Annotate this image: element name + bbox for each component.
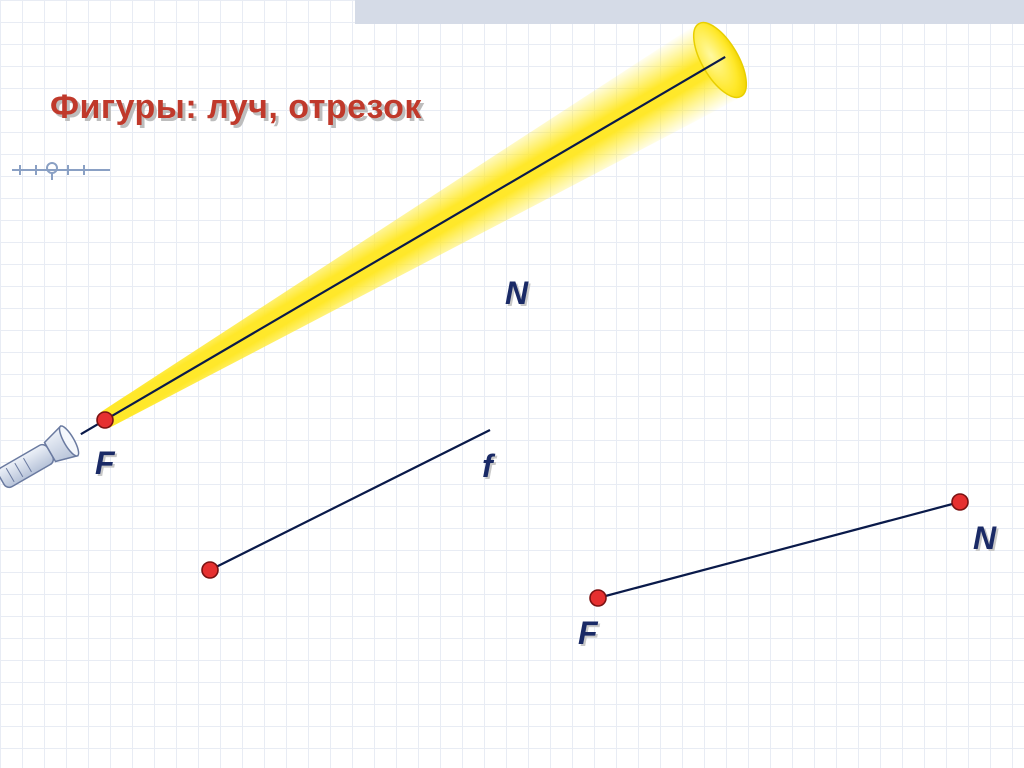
segment-FN [590, 494, 968, 606]
light-beam [59, 14, 757, 471]
axis-decoration [12, 163, 110, 180]
diagram-canvas [0, 0, 1024, 768]
flashlight-icon [0, 424, 82, 495]
small-ray-label-f: f [482, 448, 493, 485]
segment-label-F: F [578, 615, 598, 652]
ray-start-point [97, 412, 113, 428]
ray-label-N: N [505, 275, 528, 312]
ray-label-F: F [95, 445, 115, 482]
segment-label-N: N [973, 520, 996, 557]
small-ray [202, 430, 490, 578]
